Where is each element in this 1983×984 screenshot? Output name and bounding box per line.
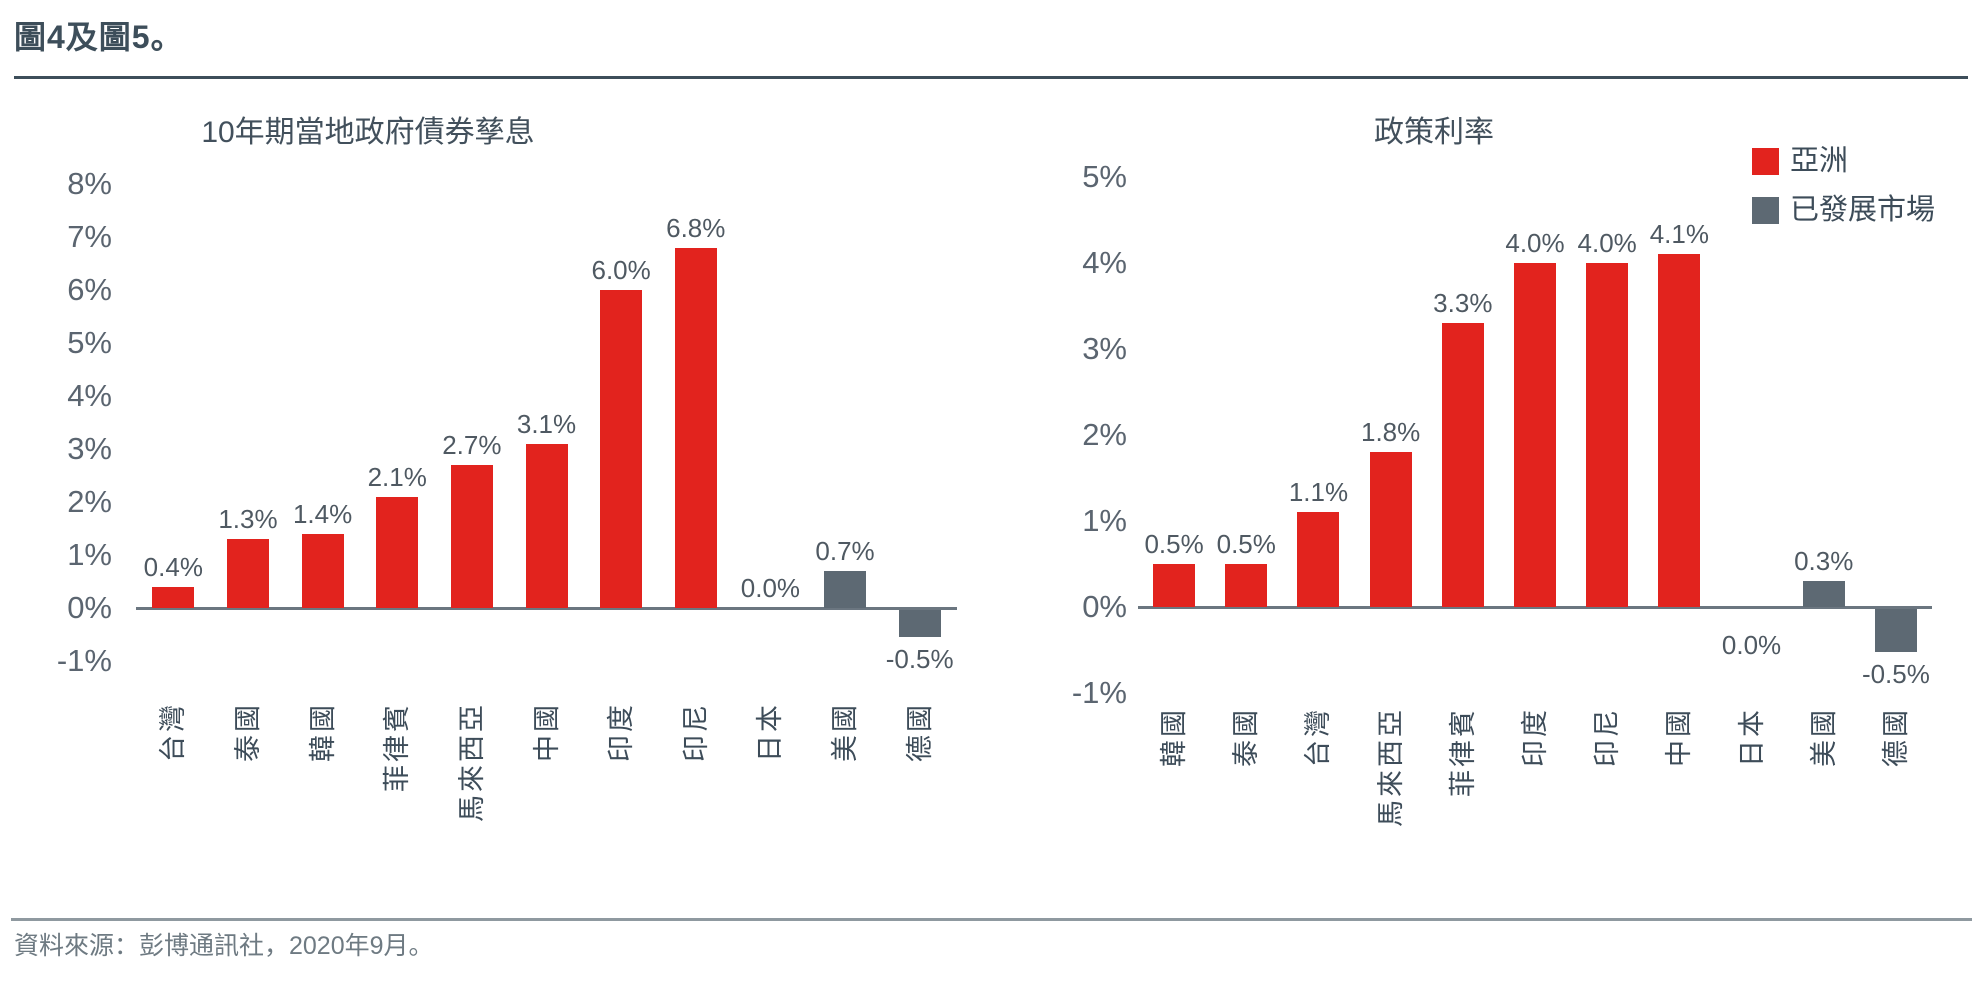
x-category-label: 台灣 — [1303, 707, 1334, 767]
x-category-label: 韓國 — [1159, 707, 1190, 767]
y-tick-label: 6% — [67, 272, 112, 307]
bar-印尼 — [674, 247, 717, 608]
bar-菲律賓 — [1441, 323, 1484, 607]
bar-印度 — [600, 290, 643, 608]
x-category-label: 印度 — [606, 702, 637, 762]
y-tick-label: 4% — [67, 378, 112, 413]
bar-value-label: 1.3% — [218, 504, 278, 535]
bar-美國 — [1802, 581, 1845, 607]
footer-divider — [11, 918, 1972, 921]
bar-value-label: 0.4% — [143, 551, 203, 582]
y-tick-label: 1% — [1082, 503, 1127, 538]
chart-legend: 亞洲 已發展市場 — [1752, 146, 1935, 244]
legend-item-asia: 亞洲 — [1752, 146, 1935, 176]
bar-台灣 — [152, 586, 195, 608]
x-category-label: 泰國 — [232, 702, 263, 762]
header-divider — [14, 76, 1968, 79]
bar-value-label: 1.4% — [292, 498, 353, 529]
x-category-label: 馬來西亞 — [1375, 707, 1406, 827]
bar-value-label: 6.0% — [591, 255, 651, 285]
bar-value-label: 0.5% — [1144, 529, 1204, 559]
x-axis-line — [1138, 606, 1932, 609]
y-tick-label: 2% — [67, 484, 112, 519]
bar-馬來西亞 — [1369, 452, 1412, 607]
x-category-label: 日本 — [755, 702, 786, 762]
y-tick-label: 3% — [67, 431, 112, 466]
bar-value-label: 0.3% — [1794, 546, 1854, 577]
bar-印尼 — [1586, 263, 1629, 607]
developed-markets-color-swatch — [1752, 196, 1779, 224]
bar-value-label: 0.5% — [1216, 529, 1276, 559]
bond-yield-chart-title: 10年期當地政府債券孳息 — [201, 116, 535, 149]
bar-value-label: 0.0% — [1721, 630, 1782, 660]
bar-value-label: 0.0% — [740, 573, 801, 603]
y-tick-label: 5% — [1082, 159, 1127, 194]
x-category-label: 馬來西亞 — [456, 702, 487, 822]
x-axis-line — [136, 607, 957, 610]
bar-美國 — [824, 570, 867, 608]
x-category-label: 印度 — [1520, 707, 1550, 767]
bar-韓國 — [301, 533, 344, 608]
x-category-label: 菲律賓 — [382, 702, 413, 792]
y-tick-label: -1% — [1071, 675, 1127, 710]
bar-value-label: 2.1% — [367, 461, 427, 492]
bar-德國 — [1874, 609, 1917, 652]
bar-泰國 — [1225, 564, 1268, 607]
x-category-label: 菲律賓 — [1447, 707, 1478, 797]
bar-value-label: 2.7% — [442, 429, 502, 460]
bar-韓國 — [1153, 564, 1196, 607]
bar-value-label: 6.8% — [666, 212, 726, 243]
x-category-label: 德國 — [1880, 707, 1911, 767]
bar-value-label: 3.1% — [516, 408, 577, 439]
y-tick-label: 3% — [1082, 331, 1127, 366]
source-note: 資料來源：彭博通訊社，2020年9月。 — [14, 932, 434, 960]
bar-菲律賓 — [376, 496, 419, 608]
page-title: 圖4及圖5。 — [14, 19, 184, 55]
bar-value-label: 0.7% — [815, 535, 875, 566]
bar-馬來西亞 — [450, 464, 493, 608]
x-category-label: 印尼 — [1592, 707, 1623, 767]
bar-台灣 — [1297, 512, 1340, 607]
y-tick-label: 7% — [67, 219, 112, 254]
x-category-label: 台灣 — [158, 702, 189, 762]
x-category-label: 韓國 — [307, 702, 338, 762]
y-tick-label: 4% — [1082, 245, 1127, 280]
y-tick-label: 5% — [67, 325, 112, 360]
x-category-label: 泰國 — [1231, 707, 1262, 767]
legend-label-asia: 亞洲 — [1790, 145, 1849, 177]
y-tick-label: 0% — [67, 590, 112, 625]
y-tick-label: 0% — [1082, 589, 1127, 624]
x-category-label: 日本 — [1736, 707, 1767, 767]
bar-value-label: 1.1% — [1288, 477, 1349, 508]
bar-泰國 — [226, 539, 269, 608]
bar-value-label: -0.5% — [885, 643, 954, 674]
bar-value-label: 3.3% — [1433, 288, 1493, 319]
bar-value-label: 4.0% — [1577, 228, 1637, 258]
bar-value-label: -0.5% — [1861, 659, 1930, 689]
legend-item-developed-markets: 已發展市場 — [1752, 195, 1935, 225]
bar-中國 — [1658, 254, 1701, 607]
asia-color-swatch — [1752, 147, 1779, 175]
bar-中國 — [525, 443, 568, 608]
y-tick-label: 8% — [67, 166, 112, 201]
bar-value-label: 1.8% — [1360, 417, 1421, 448]
y-tick-label: 2% — [1082, 417, 1127, 452]
x-category-label: 德國 — [904, 702, 935, 762]
x-category-label: 美國 — [1808, 707, 1839, 767]
bar-德國 — [898, 610, 941, 637]
policy-rate-chart-title: 政策利率 — [1374, 116, 1494, 149]
bar-value-label: 4.0% — [1505, 228, 1565, 258]
bar-value-label: 4.1% — [1649, 219, 1709, 250]
x-category-label: 美國 — [830, 702, 861, 762]
x-category-label: 中國 — [1664, 707, 1695, 767]
bar-印度 — [1514, 263, 1556, 607]
x-category-label: 中國 — [531, 702, 562, 762]
y-tick-label: 1% — [67, 537, 112, 572]
x-category-label: 印尼 — [680, 702, 711, 762]
y-tick-label: -1% — [56, 643, 112, 678]
legend-label-developed-markets: 已發展市場 — [1790, 194, 1936, 226]
